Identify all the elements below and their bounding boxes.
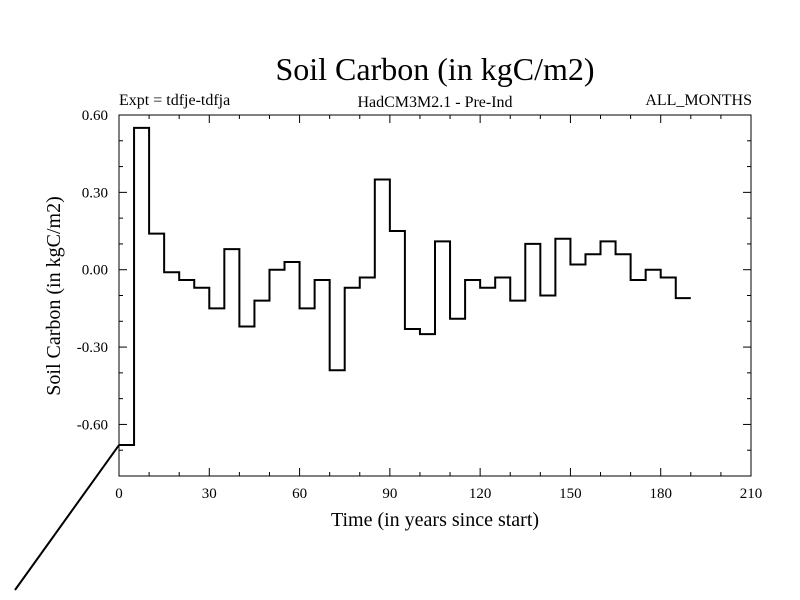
y-tick-label: 0.00 xyxy=(82,263,108,279)
y-tick-label: 0.60 xyxy=(82,108,108,124)
y-axis-label: Soil Carbon (in kgC/m2) xyxy=(43,196,65,395)
x-tick-label: 0 xyxy=(115,486,123,502)
lead-line xyxy=(14,444,120,591)
y-tick-label: -0.30 xyxy=(77,340,108,356)
x-tick-label: 150 xyxy=(559,486,582,502)
x-axis-tick-labels: 0 30 60 90 120 150 180 210 xyxy=(115,486,762,502)
x-tick-label: 60 xyxy=(292,486,307,502)
x-tick-label: 180 xyxy=(649,486,672,502)
chart-title: Soil Carbon (in kgC/m2) xyxy=(275,51,594,87)
x-tick-label: 120 xyxy=(469,486,492,502)
axis-ticks xyxy=(118,114,752,477)
chart-subtitle-left: Expt = tdfje-tdfja xyxy=(119,92,230,109)
x-tick-label: 30 xyxy=(202,486,217,502)
chart-subtitle-center: HadCM3M2.1 - Pre-Ind xyxy=(357,94,512,111)
x-tick-label: 210 xyxy=(740,486,763,502)
series-line xyxy=(119,126,691,447)
chart-subtitle-right: ALL_MONTHS xyxy=(645,92,752,109)
x-axis-label: Time (in years since start) xyxy=(331,509,539,531)
y-tick-label: -0.60 xyxy=(77,417,108,433)
y-tick-label: 0.30 xyxy=(82,185,108,201)
y-axis-tick-labels: -0.60 -0.30 0.00 0.30 0.60 xyxy=(77,108,108,433)
x-tick-label: 90 xyxy=(382,486,397,502)
